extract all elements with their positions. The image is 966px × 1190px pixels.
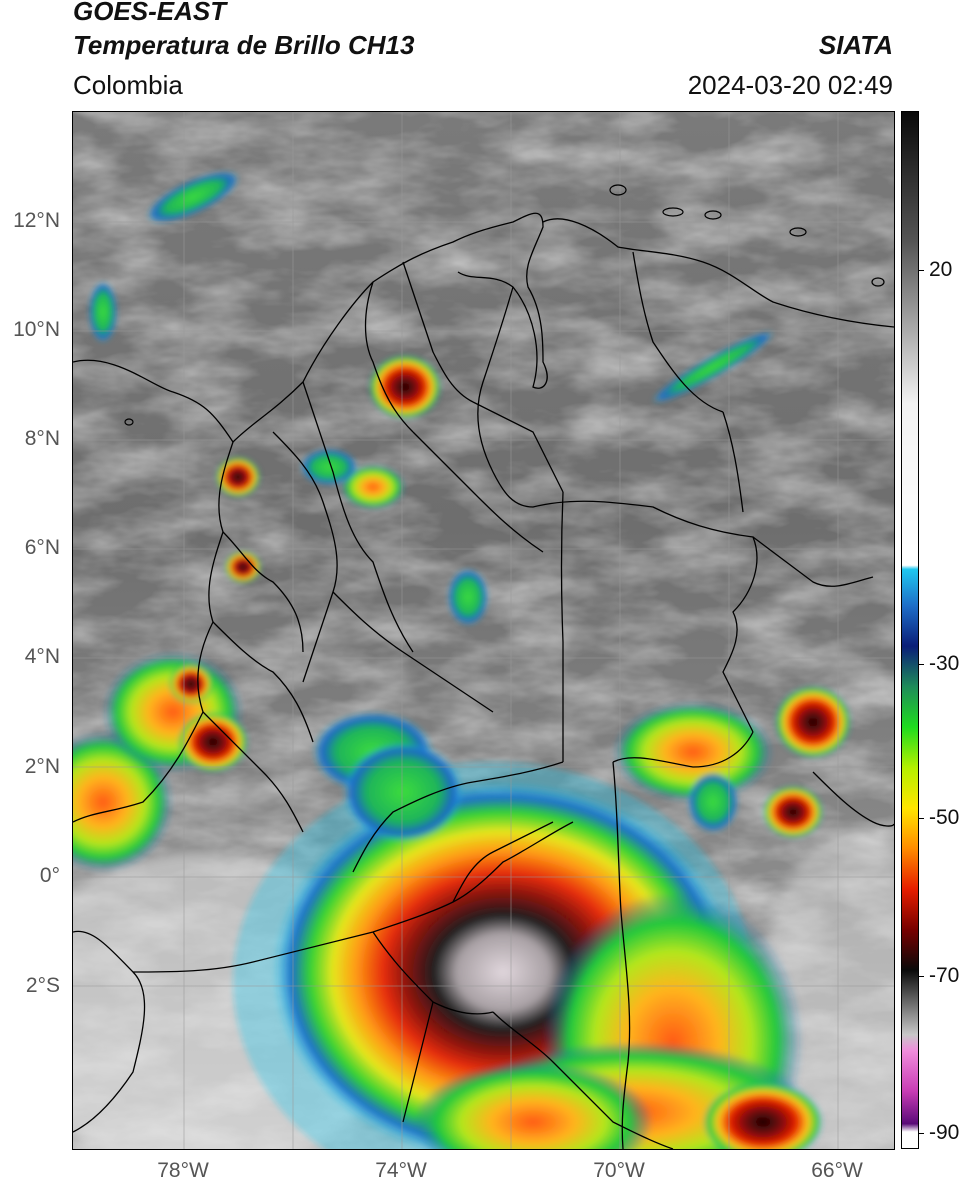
lat-label-2n: 2°N xyxy=(24,755,60,778)
colorbar-label-minus50: -50 xyxy=(929,806,960,829)
lat-label-6n: 6°N xyxy=(24,536,60,559)
lon-label-70w: 70°W xyxy=(593,1159,645,1182)
datetime-label: 2024-03-20 02:49 xyxy=(687,70,893,100)
source-label: SIATA xyxy=(818,30,893,60)
lat-label-10n: 10°N xyxy=(13,318,60,341)
satellite-map[interactable] xyxy=(72,111,895,1150)
colorbar xyxy=(901,111,919,1149)
colorbar-tick xyxy=(918,270,924,271)
colorbar-label-minus30: -30 xyxy=(929,652,960,675)
lon-label-78w: 78°W xyxy=(157,1159,209,1182)
colorbar-tick xyxy=(918,664,924,665)
colorbar-label-minus70: -70 xyxy=(929,964,960,987)
lon-label-66w: 66°W xyxy=(811,1159,863,1182)
colorbar-tick xyxy=(918,818,924,819)
map-canvas xyxy=(73,112,894,1149)
lat-label-4n: 4°N xyxy=(24,645,60,668)
colorbar-label-20: 20 xyxy=(929,258,953,281)
colorbar-tick xyxy=(918,976,924,977)
satellite-title: GOES-EAST xyxy=(73,0,227,26)
region-label: Colombia xyxy=(73,70,183,100)
lat-label-12n: 12°N xyxy=(13,209,60,232)
lat-label-2s: 2°S xyxy=(25,974,60,997)
graticule xyxy=(73,112,894,1149)
country-borders xyxy=(73,212,894,1149)
islands xyxy=(124,184,885,426)
product-title: Temperatura de Brillo CH13 xyxy=(73,30,415,60)
lat-label-8n: 8°N xyxy=(24,427,60,450)
lon-label-74w: 74°W xyxy=(375,1159,427,1182)
colorbar-label-minus90: -90 xyxy=(929,1121,960,1144)
lat-label-0: 0° xyxy=(39,864,60,887)
colorbar-tick xyxy=(918,1133,924,1134)
convective-cells xyxy=(73,171,851,1149)
